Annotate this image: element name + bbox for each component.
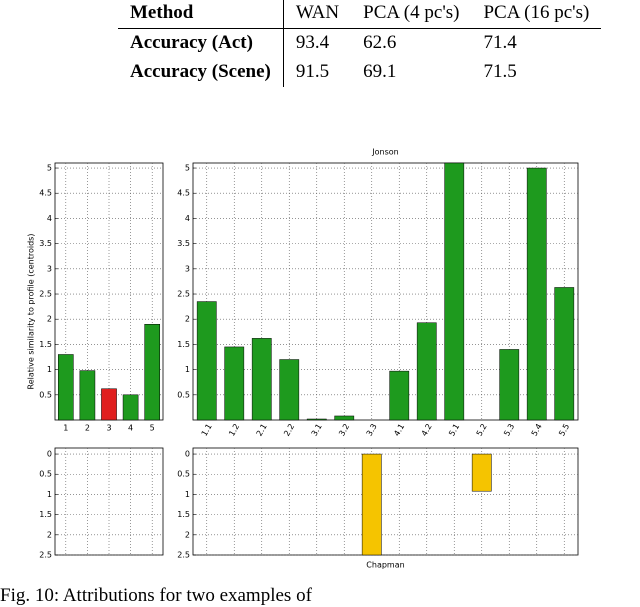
y-tick-label: 0.5 [177, 390, 190, 399]
bar [101, 388, 117, 421]
y-tick-label: 2.5 [177, 290, 190, 299]
bar [144, 324, 161, 421]
header-cell: PCA (16 pc's) [471, 0, 602, 29]
caption: Fig. 10: Attributions for two examples o… [0, 585, 312, 606]
y-tick-label: 5 [185, 164, 190, 173]
x-tick-label: 1.1 [200, 422, 214, 438]
y-tick-label: 2 [185, 315, 190, 324]
x-tick-label: 4.1 [392, 422, 406, 438]
header-cell: PCA (4 pc's) [351, 0, 472, 29]
x-tick-label: 2 [85, 424, 90, 433]
y-tick-label: 2 [47, 315, 52, 324]
cell: 93.4 [295, 32, 330, 53]
bar [499, 349, 520, 421]
chart-title: Chapman [366, 561, 404, 570]
y-tick-label: 2.5 [177, 551, 190, 560]
bar [526, 167, 547, 421]
y-tick-label: 0.5 [177, 470, 190, 479]
y-tick-label: 4.5 [39, 189, 52, 198]
y-tick-label: 0 [185, 450, 190, 459]
y-tick-label: 4.5 [177, 189, 190, 198]
table-header: Method WAN PCA (4 pc's) PCA (16 pc's) [118, 0, 602, 29]
y-tick-label: 1 [47, 490, 52, 499]
x-tick-label: 5.5 [557, 422, 571, 438]
bar [251, 338, 272, 421]
bar [444, 162, 465, 421]
y-tick-label: 0.5 [39, 390, 52, 399]
bar [279, 359, 300, 421]
y-tick-label: 1 [185, 490, 190, 499]
x-tick-label: 1.2 [227, 422, 241, 438]
x-tick-label: 5.1 [447, 422, 461, 438]
x-tick-label: 3.2 [337, 422, 351, 438]
y-tick-label: 3 [47, 264, 52, 273]
y-tick-label: 4 [47, 214, 52, 223]
y-tick-label: 2 [185, 530, 190, 539]
results-table: Method WAN PCA (4 pc's) PCA (16 pc's) Ac… [118, 0, 602, 87]
y-tick-label: 4 [185, 214, 190, 223]
cell: Accuracy (Act) [118, 28, 284, 58]
cell: 69.1 [363, 61, 397, 82]
table-row: Accuracy (Act) 93.4 62.6 71.4 [118, 28, 601, 58]
header-cell: WAN [283, 0, 352, 29]
plot-area [192, 162, 579, 421]
y-tick-label: 1 [47, 365, 52, 374]
x-tick-label: 5.4 [530, 422, 544, 438]
bar [471, 453, 492, 492]
x-tick-label: 1 [63, 424, 68, 433]
x-tick-label: 3.3 [365, 422, 379, 438]
cell: 91.5 [295, 61, 330, 82]
cell: 71.5 [483, 61, 517, 82]
bar [554, 287, 575, 421]
y-tick-label: 2 [47, 530, 52, 539]
bar [389, 370, 410, 421]
bar [224, 346, 245, 421]
bar [57, 354, 74, 421]
plot-area [54, 447, 164, 556]
y-tick-label: 1 [185, 365, 190, 374]
bar [334, 415, 355, 421]
chart-title: Jonson [371, 148, 398, 157]
y-axis-label: Relative similarity to profile (centroid… [27, 234, 36, 390]
y-tick-label: 1.5 [39, 510, 52, 519]
x-tick-label: 3 [106, 424, 111, 433]
y-tick-label: 3 [185, 264, 190, 273]
bar [196, 301, 217, 421]
x-tick-label: 4 [128, 424, 133, 433]
y-tick-label: 0.5 [39, 470, 52, 479]
x-tick-label: 5.2 [475, 422, 489, 438]
header-cell: Method [118, 0, 284, 29]
x-tick-label: 4.2 [420, 422, 434, 438]
x-tick-label: 5 [150, 424, 155, 433]
table-row: Accuracy (Scene) 91.5 69.1 71.5 [118, 58, 601, 87]
cell: 62.6 [363, 32, 397, 53]
bar [416, 322, 437, 421]
y-tick-label: 2.5 [39, 290, 52, 299]
cell: 71.4 [483, 32, 517, 53]
bar [122, 394, 139, 421]
y-tick-label: 1.5 [177, 510, 190, 519]
chart: 0.5 1 1.5 2 2.5 3 3.5 4 4.5 5 1 2 3 4 5 Relative simila… [27, 148, 579, 570]
plot-area [192, 447, 579, 556]
y-tick-label: 2.5 [39, 551, 52, 560]
y-tick-label: 3.5 [177, 239, 190, 248]
cell: Accuracy (Scene) [118, 58, 284, 87]
x-tick-label: 2.2 [282, 422, 296, 438]
x-tick-label: 2.1 [255, 422, 269, 438]
y-tick-label: 1.5 [177, 340, 190, 349]
bar [361, 453, 382, 556]
y-tick-label: 5 [47, 164, 52, 173]
y-tick-label: 1.5 [39, 340, 52, 349]
x-tick-label: 5.3 [502, 422, 516, 438]
y-tick-label: 3.5 [39, 239, 52, 248]
y-tick-label: 0 [47, 450, 52, 459]
x-tick-label: 3.1 [310, 422, 324, 438]
bar [79, 370, 96, 421]
bar [306, 418, 327, 421]
